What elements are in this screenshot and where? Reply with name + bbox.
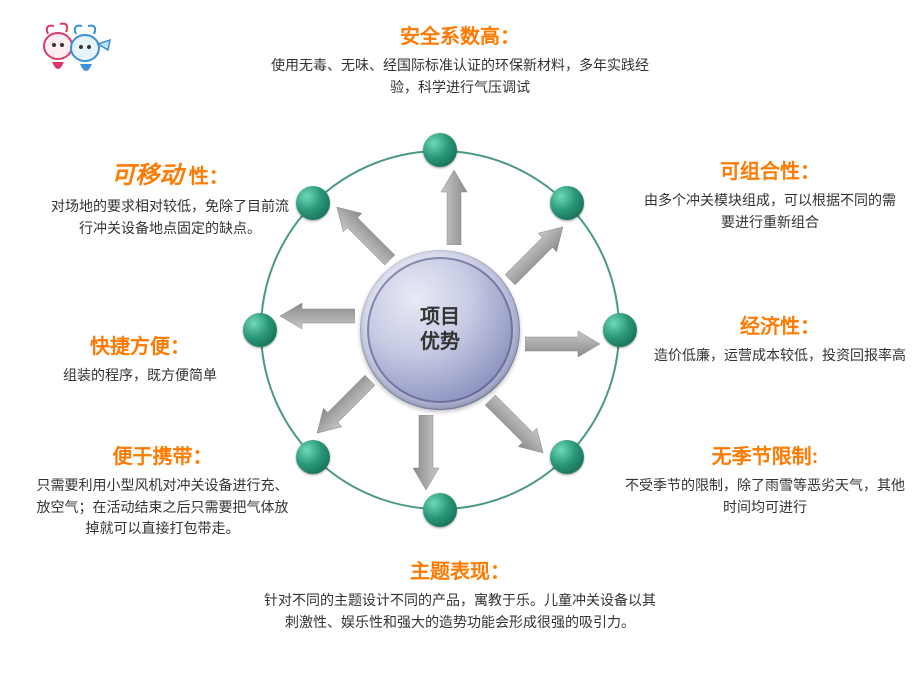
item-movable: 可移动 性： 对场地的要求相对较低，免除了目前流行冲关设备地点固定的缺点。 <box>45 155 295 239</box>
ring-node <box>296 440 330 474</box>
item-desc: 针对不同的主题设计不同的产品，寓教于乐。儿童冲关设备以其刺激性、娱乐性和强大的造… <box>260 590 660 633</box>
item-portable: 便于携带： 只需要利用小型风机对冲关设备进行充、放空气；在活动结束之后只需要把气… <box>35 440 290 540</box>
item-quick: 快捷方便： 组装的程序，既方便简单 <box>30 330 250 387</box>
item-desc: 只需要利用小型风机对冲关设备进行充、放空气；在活动结束之后只需要把气体放掉就可以… <box>35 475 290 540</box>
item-theme: 主题表现： 针对不同的主题设计不同的产品，寓教于乐。儿童冲关设备以其刺激性、娱乐… <box>260 555 660 633</box>
ring-node <box>423 493 457 527</box>
item-allseason: 无季节限制: 不受季节的限制，除了雨雪等恶劣天气，其他时间均可进行 <box>625 440 905 518</box>
item-title: 无季节限制: <box>625 440 905 469</box>
item-title: 经济性： <box>650 310 910 339</box>
center-line2: 优势 <box>420 331 460 353</box>
center-line1: 项目 <box>420 306 460 328</box>
ring-node <box>423 133 457 167</box>
ring-node <box>603 313 637 347</box>
item-desc: 组装的程序，既方便简单 <box>30 365 250 387</box>
item-title: 快捷方便： <box>30 330 250 359</box>
radial-diagram: 项目 优势 安全系数高： 使用无毒、无味、经国际标准认证的环保新材料，多年实践经… <box>0 0 920 690</box>
spoke-arrow <box>525 330 602 358</box>
ring-node <box>296 186 330 220</box>
item-economic: 经济性： 造价低廉，运营成本较低，投资回报率高 <box>650 310 910 367</box>
item-desc: 造价低廉，运营成本较低，投资回报率高 <box>650 345 910 367</box>
item-desc: 对场地的要求相对较低，免除了目前流行冲关设备地点固定的缺点。 <box>45 196 295 239</box>
item-title: 可移动 性： <box>45 155 295 190</box>
spoke-arrow <box>278 302 355 330</box>
item-composable: 可组合性： 由多个冲关模块组成，可以根据不同的需要进行重新组合 <box>640 155 900 233</box>
item-title: 主题表现： <box>260 555 660 584</box>
item-title: 便于携带： <box>35 440 290 469</box>
item-title: 可组合性： <box>640 155 900 184</box>
center-label: 项目 优势 <box>420 305 460 355</box>
item-safety: 安全系数高： 使用无毒、无味、经国际标准认证的环保新材料，多年实践经验，科学进行… <box>270 20 650 98</box>
item-title: 安全系数高： <box>270 20 650 49</box>
ring-node <box>550 186 584 220</box>
item-desc: 由多个冲关模块组成，可以根据不同的需要进行重新组合 <box>640 190 900 233</box>
item-desc: 不受季节的限制，除了雨雪等恶劣天气，其他时间均可进行 <box>625 475 905 518</box>
spoke-arrow <box>412 415 440 492</box>
item-desc: 使用无毒、无味、经国际标准认证的环保新材料，多年实践经验，科学进行气压调试 <box>270 55 650 98</box>
center-hub: 项目 优势 <box>360 250 520 410</box>
spoke-arrow <box>440 168 468 245</box>
ring-node <box>550 440 584 474</box>
